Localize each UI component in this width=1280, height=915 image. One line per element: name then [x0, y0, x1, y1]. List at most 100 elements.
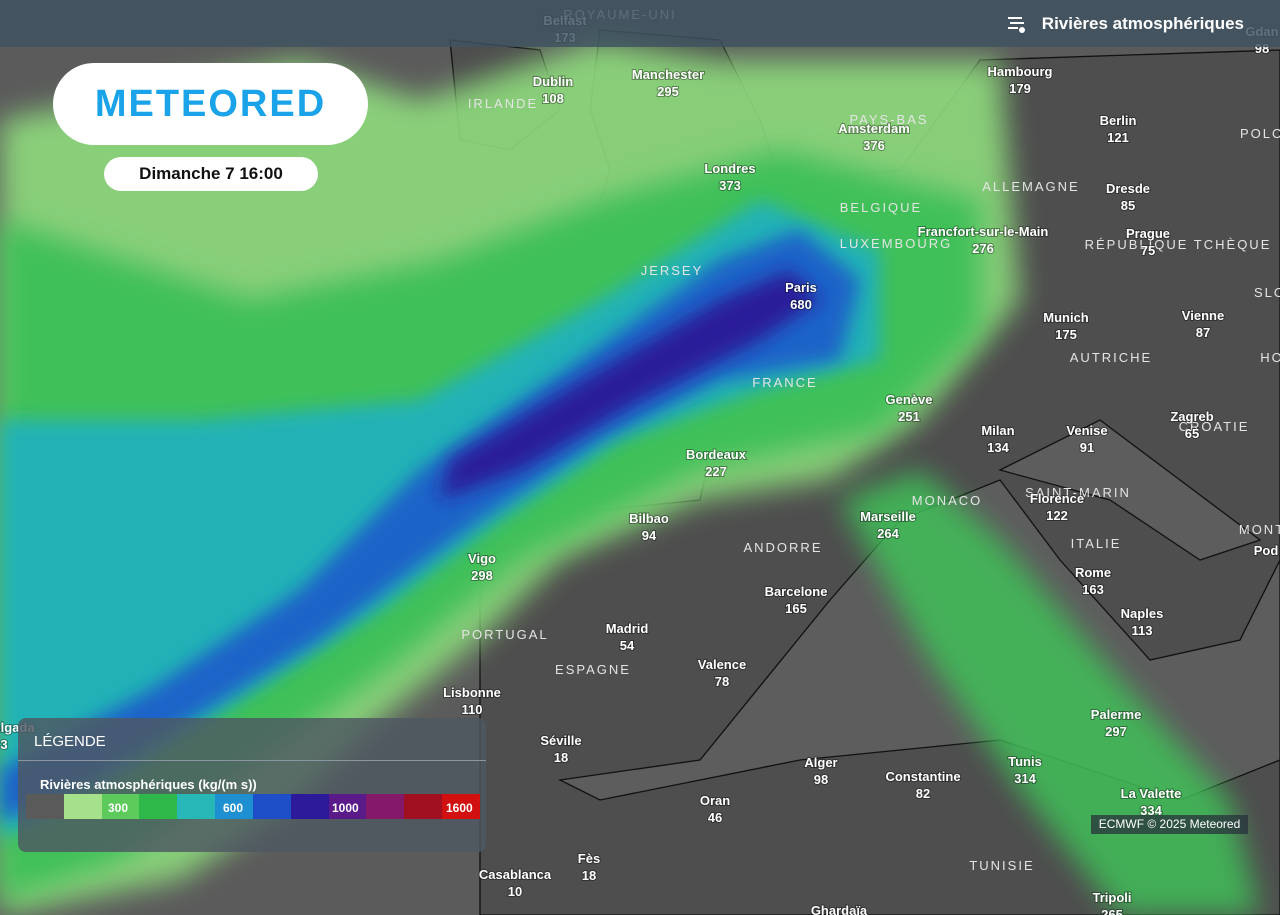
city-value: 298: [471, 568, 493, 583]
city-value: 46: [708, 810, 722, 825]
legend-title: Rivières atmosphériques (kg/(m s)): [40, 777, 257, 792]
city-value: 98: [814, 772, 828, 787]
country-label: BELGIQUE: [840, 200, 922, 215]
country-label: POLO: [1240, 126, 1280, 141]
scale-label: 600: [223, 801, 244, 815]
country-label: AUTRICHE: [1070, 350, 1152, 365]
city-value: 165: [785, 601, 807, 616]
swatch: [290, 794, 329, 819]
city-value: 75: [1141, 243, 1155, 258]
country-label: HO: [1260, 350, 1280, 365]
swatch: [366, 794, 405, 819]
city-name: Munich: [1043, 310, 1089, 325]
country-label: IRLANDE: [468, 96, 538, 111]
city-value: 251: [898, 409, 920, 424]
city-value: 163: [1082, 582, 1104, 597]
city-value: 82: [916, 786, 930, 801]
header-title: Rivières atmosphériques: [1041, 14, 1244, 33]
city-value: 3: [0, 737, 7, 752]
scale-label: 1600: [446, 801, 473, 815]
swatch: [177, 794, 216, 819]
city-value: 376: [863, 138, 885, 153]
city-value: 276: [972, 241, 994, 256]
city-value: 113: [1132, 623, 1153, 638]
city-name: Zagreb: [1170, 409, 1213, 424]
city-name: Venise: [1066, 423, 1107, 438]
city-name: Dresde: [1106, 181, 1150, 196]
city-value: 295: [657, 84, 679, 99]
city-value: 78: [715, 674, 729, 689]
logo: METEORED: [53, 63, 368, 145]
scale-label: 1000: [332, 801, 359, 815]
city-name: Bilbao: [629, 511, 669, 526]
country-label: PAYS-BAS: [849, 112, 928, 127]
country-label: CROATIE: [1179, 419, 1250, 434]
city-name: Lisbonne: [443, 685, 501, 700]
country-labels: ROYAUME-UNIIRLANDEPAYS-BASBELGIQUELUXEMB…: [461, 7, 1280, 873]
city-name: Milan: [981, 423, 1014, 438]
country-label: MONACO: [912, 493, 983, 508]
country-label: TUNISIE: [969, 858, 1034, 873]
credit: ECMWF © 2025 Meteored: [1091, 815, 1248, 834]
legend: LÉGENDE Rivières atmosphériques (kg/(m s…: [18, 718, 486, 852]
legend-heading: LÉGENDE: [34, 733, 106, 750]
city-value: 91: [1080, 440, 1094, 455]
city-name: Tripoli: [1093, 890, 1132, 905]
city-value: 108: [542, 91, 564, 106]
country-label: MONT: [1239, 522, 1280, 537]
city-value: 10: [508, 884, 522, 899]
city-labels: Belfast173Dublin108Manchester295Hambourg…: [0, 12, 1280, 915]
swatch: [139, 794, 178, 819]
country-label: ITALIE: [1071, 536, 1122, 551]
city-name: Marseille: [860, 509, 916, 524]
city-name: Bordeaux: [686, 447, 747, 462]
city-name: Hambourg: [988, 64, 1053, 79]
city-value: 121: [1107, 130, 1129, 145]
country-label: SLO: [1254, 285, 1280, 300]
city-name: Genève: [886, 392, 933, 407]
city-name: Vienne: [1182, 308, 1224, 323]
city-name: Francfort-sur-le-Main: [918, 224, 1049, 239]
country-label: SAINT-MARIN: [1025, 485, 1131, 500]
city-value: 87: [1196, 325, 1210, 340]
scale-label: 300: [108, 801, 129, 815]
city-value: 110: [462, 702, 483, 717]
city-name: Fès: [578, 851, 600, 866]
country-label: ALLEMAGNE: [982, 179, 1079, 194]
city-name: Tunis: [1008, 754, 1042, 769]
header-bar: Rivières atmosphériques: [0, 0, 1280, 47]
swatch: [404, 794, 443, 819]
city-value: 134: [987, 440, 1009, 455]
country-label: RÉPUBLIQUE TCHÈQUE: [1085, 237, 1272, 252]
swatch: [252, 794, 291, 819]
city-value: 297: [1105, 724, 1127, 739]
city-name: Alger: [804, 755, 837, 770]
city-value: 179: [1009, 81, 1031, 96]
city-name: Valence: [698, 657, 746, 672]
city-value: 373: [719, 178, 741, 193]
city-name: Rome: [1075, 565, 1111, 580]
date-pill[interactable]: Dimanche 7 16:00: [104, 157, 318, 191]
city-value: 18: [582, 868, 596, 883]
city-name: Vigo: [468, 551, 496, 566]
city-name: Londres: [704, 161, 755, 176]
city-name: Prague: [1126, 226, 1170, 241]
city-name: Manchester: [632, 67, 704, 82]
city-name: Dublin: [533, 74, 573, 89]
city-value: 264: [877, 526, 899, 541]
legend-rule: [18, 760, 486, 761]
city-value: 314: [1014, 771, 1036, 786]
swatch: [442, 794, 480, 819]
city-value: 227: [705, 464, 727, 479]
header-icon: [1008, 17, 1025, 33]
city-value: 18: [554, 750, 568, 765]
city-name: Florence: [1030, 491, 1084, 506]
city-value: 65: [1185, 426, 1199, 441]
city-value: 175: [1055, 327, 1077, 342]
city-name: Amsterdam: [838, 121, 910, 136]
country-label: LUXEMBOURG: [840, 236, 952, 251]
city-name: Ghardaïa: [811, 903, 868, 915]
city-name: Palerme: [1091, 707, 1142, 722]
